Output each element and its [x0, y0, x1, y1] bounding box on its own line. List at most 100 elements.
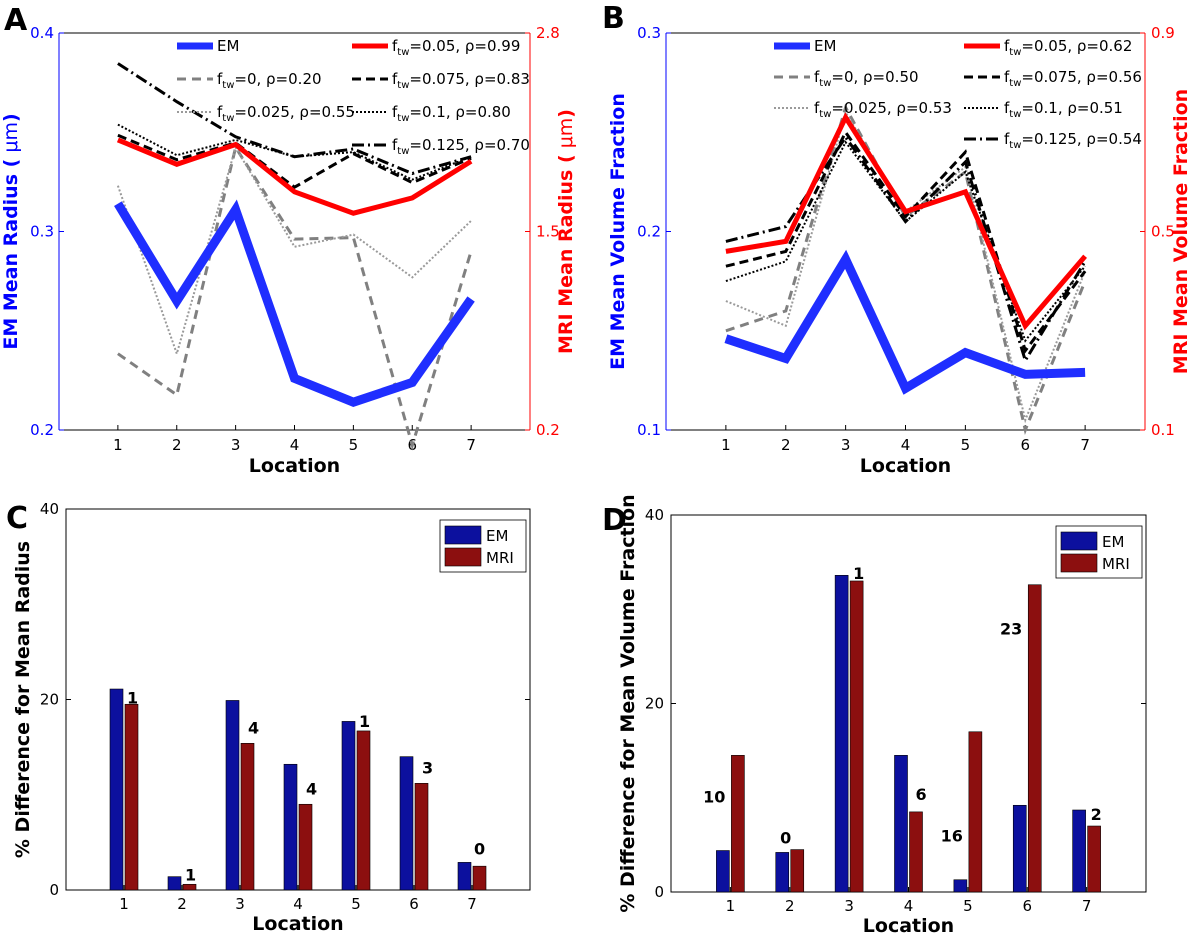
legend-label-2: ftw=0.025, ρ=0.55 — [217, 103, 355, 124]
bar-em-5 — [953, 879, 968, 893]
y-axis-title: % Difference for Mean Volume Fraction — [617, 494, 639, 912]
x-axis-title: Location — [863, 915, 954, 937]
bar-label-2: 0 — [780, 829, 791, 848]
left-y-axis-title-text: EM Mean Radius ( — [0, 159, 22, 350]
legend-swatch-em — [444, 525, 482, 545]
bar-mri-5 — [356, 730, 371, 891]
legend-label-2: ftw=0.025, ρ=0.53 — [814, 99, 952, 120]
x-tick-label: 5 — [351, 895, 361, 913]
legend-swatch-em — [1060, 531, 1098, 551]
legend-label-text: EM — [217, 37, 239, 55]
bar-em-1 — [109, 688, 124, 891]
bar-em-7 — [1072, 809, 1086, 893]
panel-letter: A — [4, 3, 28, 38]
right-y-tick-label: 0.1 — [1151, 421, 1175, 439]
legend-label-4: ftw=0.075, ρ=0.83 — [392, 70, 530, 91]
x-tick-label: 2 — [172, 436, 182, 454]
x-tick-label: 4 — [901, 436, 911, 454]
x-tick-label: 3 — [235, 895, 245, 913]
legend-label-sub: tw — [397, 146, 409, 157]
legend-label-5: ftw=0.1, ρ=0.51 — [1004, 99, 1123, 120]
legend-label-post: =0, ρ=0.50 — [831, 68, 918, 86]
legend-label-1: ftw=0, ρ=0.20 — [217, 70, 322, 91]
x-tick-label: 6 — [1022, 897, 1032, 915]
right-y-axis-title-unit: μm — [555, 118, 577, 155]
bar-label-3: 4 — [248, 718, 259, 737]
bar-em-6 — [1012, 804, 1027, 893]
bar-label-5: 16 — [941, 827, 963, 846]
bar-em-3 — [225, 700, 240, 891]
legend-label-post: =0.1, ρ=0.80 — [409, 103, 510, 121]
legend-label-post: =0.075, ρ=0.83 — [409, 70, 530, 88]
left-y-axis-title-text: EM Mean Volume Fraction — [607, 93, 629, 370]
panel-letter: D — [602, 503, 627, 538]
left-y-tick-label: 0.2 — [30, 421, 54, 439]
series-line-1 — [117, 143, 473, 451]
bar-em-6 — [399, 756, 414, 891]
series-line-1 — [725, 103, 1087, 435]
legend-label-sub: tw — [222, 80, 234, 91]
legend-label-pre: f — [1004, 37, 1010, 55]
right-y-axis-title: MRI Mean Volume Fraction — [1170, 89, 1192, 374]
x-axis-title: Location — [249, 455, 340, 477]
x-tick-label: 5 — [961, 436, 971, 454]
bar-label-4: 6 — [916, 785, 927, 804]
x-axis-title: Location — [252, 913, 343, 935]
x-tick-label: 3 — [231, 436, 241, 454]
bar-mri-1 — [731, 755, 745, 893]
bar-mri-5 — [968, 731, 983, 893]
y-tick-label: 0 — [654, 883, 664, 901]
legend-label-sub: tw — [397, 47, 409, 58]
bar-em-2 — [775, 852, 790, 893]
x-tick-label: 4 — [290, 436, 300, 454]
x-tick-label: 7 — [466, 436, 476, 454]
panel-letter: B — [602, 1, 625, 36]
legend-label-1: ftw=0, ρ=0.50 — [814, 68, 919, 89]
series-line-2 — [725, 109, 1087, 424]
right-y-tick-label: 0.5 — [1151, 223, 1175, 241]
x-tick-label: 6 — [1020, 436, 1030, 454]
bar-em-1 — [716, 850, 730, 893]
series-line-5 — [725, 140, 1086, 343]
bar-label-7: 0 — [474, 839, 485, 858]
y-tick-label: 40 — [645, 506, 664, 524]
legend-label-post: =0.075, ρ=0.56 — [1021, 68, 1142, 86]
bar-label-4: 4 — [306, 779, 317, 798]
legend: EM MRI — [439, 519, 527, 573]
legend-label-mri: MRI — [486, 549, 514, 567]
legend-label-pre: f — [392, 37, 398, 55]
right-y-axis-title-text: MRI Mean Radius ( — [555, 154, 577, 354]
right-y-axis-title-text: MRI Mean Volume Fraction — [1170, 89, 1192, 374]
legend-label-sub: tw — [397, 80, 409, 91]
panel-b: B 1 2 3 4 5 6 7 Location 0.1 0.2 0.3 0.1 0.5 0.9 EM Mea… — [602, 1, 1192, 477]
bar-em-4 — [894, 755, 908, 893]
x-tick-label: 7 — [1080, 436, 1090, 454]
x-tick-label: 1 — [119, 895, 129, 913]
legend-label-text: EM — [814, 37, 836, 55]
legend-label-0: EM — [217, 37, 239, 55]
bar-mri-7 — [472, 865, 487, 891]
y-axis-title: % Difference for Mean Radius — [12, 541, 34, 858]
legend: EM MRI — [1055, 525, 1143, 579]
series-line-4 — [117, 133, 472, 189]
x-tick-label: 1 — [113, 436, 123, 454]
series-line-em — [724, 249, 1086, 395]
legend-label-em: EM — [486, 527, 508, 545]
legend-label-sub: tw — [1009, 78, 1021, 89]
right-y-tick-label: 2.8 — [536, 24, 560, 42]
legend-label-post: =0.025, ρ=0.55 — [234, 103, 355, 121]
bar-em-2 — [167, 876, 182, 891]
y-tick-label: 0 — [49, 881, 59, 899]
x-tick-label: 2 — [785, 897, 795, 915]
bar-label-3: 1 — [853, 564, 864, 583]
bar-mri-6 — [414, 783, 429, 891]
legend-label-sub: tw — [1009, 140, 1021, 151]
legend-label-pre: f — [392, 70, 398, 88]
series-line-6 — [725, 134, 1087, 365]
y-tick-label: 20 — [40, 691, 59, 709]
bar-label-1: 10 — [703, 788, 725, 807]
